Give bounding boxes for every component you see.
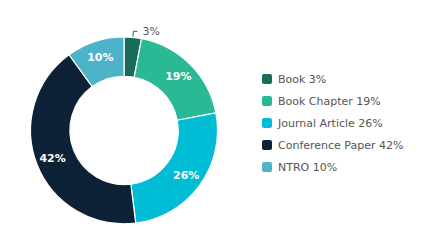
svg-text:26%: 26% xyxy=(173,169,199,182)
svg-text:Journal Article 26%: Journal Article 26% xyxy=(277,117,383,130)
svg-text:Conference Paper 42%: Conference Paper 42% xyxy=(278,139,403,152)
svg-text:Book Chapter 19%: Book Chapter 19% xyxy=(278,95,381,108)
svg-text:42%: 42% xyxy=(39,152,65,165)
svg-text:10%: 10% xyxy=(87,51,113,64)
svg-text:Book 3%: Book 3% xyxy=(278,73,326,86)
svg-text:19%: 19% xyxy=(165,70,191,83)
svg-text:NTRO 10%: NTRO 10% xyxy=(278,161,337,174)
svg-text:3%: 3% xyxy=(142,25,159,38)
